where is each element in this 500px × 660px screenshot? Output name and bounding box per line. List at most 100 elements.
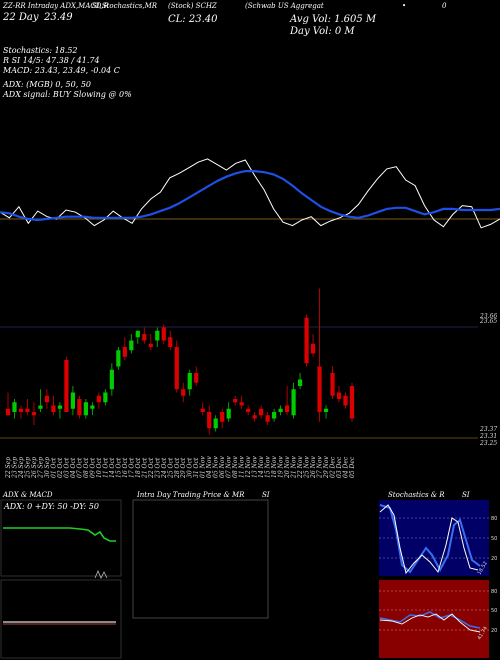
date-label: 24 Sep — [18, 457, 25, 479]
date-label: 13 Nov — [252, 456, 259, 478]
header-ticker-info: ZZ-RR Intraday ADX,MACD,R — [3, 2, 109, 10]
date-label: 03 Oct — [63, 457, 70, 478]
candle-body — [194, 373, 199, 383]
date-label: 17 Oct — [128, 457, 135, 478]
macd-panel-frame — [0, 579, 122, 659]
date-label: 02 Dec — [330, 456, 337, 478]
date-label: 25 Oct — [167, 457, 174, 479]
candlestick-panel — [0, 288, 478, 439]
close-label: CL: 23.40 — [168, 14, 218, 25]
candle-body — [103, 392, 108, 403]
header-name: (Schwab US Aggregat — [245, 2, 324, 10]
date-label: 11 Oct — [102, 457, 109, 478]
candle-body — [336, 392, 342, 399]
candle-body — [239, 402, 244, 406]
stoch-value-label: 18.52 — [477, 561, 489, 576]
date-label: 20 Nov — [284, 456, 291, 479]
candle-body — [207, 412, 212, 429]
candle-body — [51, 405, 56, 412]
candle-body — [109, 369, 114, 390]
date-label: 24 Oct — [161, 457, 168, 479]
price-level-label: 23.37 — [479, 426, 497, 433]
date-label: 11 Nov — [239, 456, 246, 478]
date-label: 18 Nov — [271, 456, 278, 478]
candle-body — [83, 402, 88, 416]
candle-body — [220, 412, 225, 422]
date-label: 18 Oct — [135, 457, 142, 478]
date-label: 01 Oct — [50, 457, 57, 478]
macd-readout: MACD: 23.43, 23.49, -0.04 C — [3, 66, 120, 75]
adx-signal-readout: ADX signal: BUY Slowing @ 0% — [3, 90, 132, 99]
stochastics-readout: Stochastics: 18.52 — [3, 46, 78, 55]
stoch-k-line — [379, 504, 479, 575]
candle-body — [349, 386, 355, 419]
date-label: 26 Nov — [310, 456, 317, 479]
date-label: 04 Oct — [70, 457, 77, 478]
candle-body — [252, 415, 257, 419]
avg-volume: Avg Vol: 1.605 M — [290, 14, 377, 25]
stoch-panel-title: Stochastics & R — [388, 491, 445, 499]
candle-body — [168, 337, 173, 347]
day-volume: Day Vol: 0 M — [290, 26, 355, 37]
stoch-level-label: 80 — [491, 516, 497, 522]
candle-body — [291, 389, 296, 416]
candle-body — [181, 389, 186, 396]
candle-body — [200, 408, 205, 412]
date-label: 04 Nov — [206, 456, 213, 478]
date-label: 15 Oct — [115, 457, 122, 478]
date-label: 05 Dec — [349, 456, 356, 478]
candle-body — [330, 373, 335, 396]
date-label: 30 Oct — [187, 457, 194, 478]
date-label: 03 Dec — [336, 456, 343, 478]
candle-body — [161, 327, 166, 341]
adx-panel-frame — [0, 499, 122, 577]
candle-body — [148, 343, 153, 347]
date-label: 22 Day — [3, 12, 39, 23]
date-label: 28 Oct — [174, 457, 181, 479]
date-label: 23 Sep — [12, 457, 19, 479]
candle-body — [57, 405, 63, 409]
candle-body — [31, 412, 37, 416]
candle-body — [77, 399, 82, 416]
date-label: 29 Oct — [180, 457, 187, 479]
rsi-level-label: 80 — [491, 589, 497, 595]
adx-panel-title: ADX & MACD — [3, 491, 53, 499]
candle-body — [265, 415, 270, 422]
intraday-panel-title: Intra Day Trading Price & MR — [137, 491, 245, 499]
stoch-si-label: SI — [462, 491, 470, 499]
date-label: 26 Sep — [31, 457, 38, 479]
date-label: 01 Nov — [200, 456, 207, 478]
candle-body — [38, 405, 43, 409]
candle-body — [12, 402, 17, 412]
date-label: 25 Nov — [304, 456, 311, 479]
date-value: 23.49 — [44, 12, 73, 23]
candle-body — [5, 408, 11, 416]
candle-body — [304, 317, 309, 364]
date-label: 08 Nov — [232, 456, 239, 478]
date-label: 14 Oct — [109, 457, 116, 478]
date-label: 07 Nov — [226, 456, 233, 478]
candle-body — [25, 408, 30, 412]
date-label: 08 Oct — [83, 457, 90, 478]
adx-values: ADX: 0 +DY: 50 -DY: 50 — [4, 502, 99, 511]
candle-body — [96, 395, 101, 403]
stoch-level-label: 20 — [491, 556, 497, 562]
date-label: 23 Oct — [154, 457, 161, 479]
candle-body — [272, 412, 277, 419]
candle-body — [155, 330, 160, 341]
date-label: 10 Oct — [96, 457, 103, 478]
candle-body — [233, 399, 238, 403]
date-label: 31 Oct — [193, 457, 200, 478]
price-level-label: 23.31 — [479, 433, 497, 440]
intraday-panel-frame — [132, 499, 269, 619]
candle-body — [343, 395, 348, 406]
price-level-label: 23.66 — [479, 313, 497, 320]
stoch-panel-bg — [379, 500, 489, 576]
rsi-line — [379, 611, 481, 629]
date-label: 30 Sep — [44, 457, 51, 478]
candle-body — [129, 340, 134, 351]
date-axis: 22 Sep 23 Sep 24 Sep 25 Sep 26 Sep 27 Sep 30 S… — [5, 456, 356, 479]
date-label: 22 Nov — [297, 456, 304, 479]
date-label: 22 Sep — [5, 457, 12, 479]
